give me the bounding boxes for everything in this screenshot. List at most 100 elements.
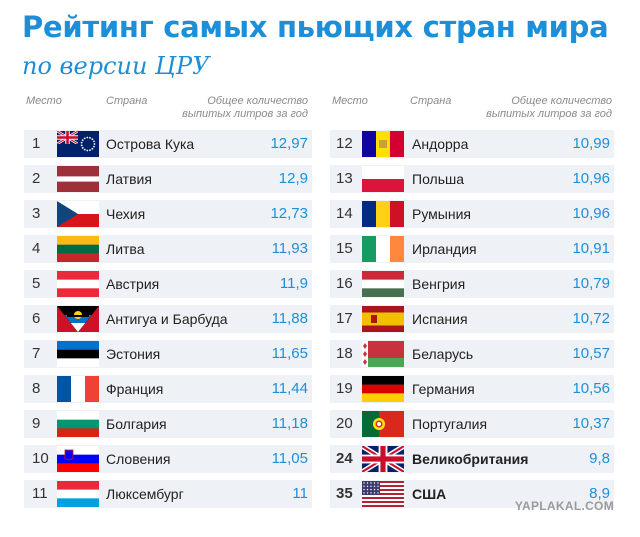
country-cell: Австрия (106, 276, 160, 292)
rank-cell: 12 (336, 135, 353, 152)
value-cell: 10,72 (572, 310, 610, 327)
value-cell: 10,96 (572, 205, 610, 222)
romania-flag-icon (362, 201, 404, 227)
united-kingdom-flag-icon (362, 446, 404, 472)
page-title: Рейтинг самых пьющих стран мира (22, 10, 609, 44)
value-cell: 12,9 (278, 170, 308, 187)
value-cell: 11,44 (271, 380, 308, 397)
value-cell: 11 (292, 485, 308, 502)
country-cell: Беларусь (412, 346, 474, 362)
slovenia-flag-icon (57, 446, 99, 472)
header-amount-line1: Общее количество (207, 95, 308, 107)
country-cell: Чехия (106, 206, 146, 222)
country-cell: Словения (106, 451, 171, 467)
header-amount-line2: выпитых литров за год (182, 108, 308, 120)
cook-islands-flag-icon (57, 131, 99, 157)
watermark: YAPLAKAL.COM (514, 499, 614, 513)
country-cell: Венгрия (412, 276, 466, 292)
rank-cell: 8 (32, 380, 41, 397)
header-amount-right: Общее количество выпитых литров за год (462, 95, 612, 121)
rank-cell: 13 (336, 170, 353, 187)
table-row: 4 Литва 11,93 (24, 235, 312, 263)
country-cell: Литва (106, 241, 145, 257)
table-row: 15 Ирландия 10,91 (330, 235, 614, 263)
country-cell: Великобритания (412, 451, 529, 467)
rank-cell: 20 (336, 415, 353, 432)
table-row: 17 Испания 10,72 (330, 305, 614, 333)
rank-cell: 24 (336, 450, 353, 467)
header-amount-left: Общее количество выпитых литров за год (160, 95, 308, 121)
rank-cell: 35 (336, 485, 353, 502)
latvia-flag-icon (57, 166, 99, 192)
antigua-barbuda-flag-icon (57, 306, 99, 332)
table-row: 3 Чехия 12,73 (24, 200, 312, 228)
country-cell: Острова Кука (106, 136, 195, 152)
value-cell: 11,93 (271, 240, 308, 257)
value-cell: 10,91 (572, 240, 610, 257)
table-row: 6 Антигуа и Барбуда 11,88 (24, 305, 312, 333)
country-cell: Андорра (412, 136, 469, 152)
header-amount-line2: выпитых литров за год (486, 108, 612, 120)
rank-cell: 16 (336, 275, 353, 292)
luxembourg-flag-icon (57, 481, 99, 507)
poland-flag-icon (362, 166, 404, 192)
table-row: 24 Великобритания 9,8 (330, 445, 614, 473)
value-cell: 10,37 (572, 415, 610, 432)
czech-flag-icon (57, 201, 99, 227)
value-cell: 10,99 (572, 135, 610, 152)
table-row: 35 США 8,9 (330, 480, 614, 508)
rank-cell: 15 (336, 240, 353, 257)
value-cell: 10,57 (572, 345, 610, 362)
rank-cell: 10 (32, 450, 49, 467)
value-cell: 12,73 (270, 205, 308, 222)
belarus-flag-icon (362, 341, 404, 367)
estonia-flag-icon (57, 341, 99, 367)
value-cell: 10,79 (572, 275, 610, 292)
value-cell: 10,56 (572, 380, 610, 397)
country-cell: Португалия (412, 416, 488, 432)
header-amount-line1: Общее количество (511, 95, 612, 107)
value-cell: 11,88 (271, 310, 308, 327)
country-cell: Польша (412, 171, 465, 187)
rank-cell: 18 (336, 345, 353, 362)
table-row: 11 Люксембург 11 (24, 480, 312, 508)
value-cell: 11,9 (279, 275, 308, 292)
austria-flag-icon (57, 271, 99, 297)
andorra-flag-icon (362, 131, 404, 157)
bulgaria-flag-icon (57, 411, 99, 437)
hungary-flag-icon (362, 271, 404, 297)
rank-cell: 9 (32, 415, 41, 432)
rank-cell: 4 (32, 240, 41, 257)
table-row: 12 Андорра 10,99 (330, 130, 614, 158)
page-subtitle: по версии ЦРУ (22, 52, 210, 80)
rank-cell: 3 (32, 205, 41, 222)
ireland-flag-icon (362, 236, 404, 262)
table-row: 18 Беларусь 10,57 (330, 340, 614, 368)
value-cell: 11,65 (271, 345, 308, 362)
country-cell: Антигуа и Барбуда (106, 311, 228, 327)
country-cell: Болгария (106, 416, 167, 432)
rank-cell: 2 (32, 170, 41, 187)
rank-cell: 14 (336, 205, 353, 222)
table-row: 2 Латвия 12,9 (24, 165, 312, 193)
country-cell: Франция (106, 381, 164, 397)
spain-flag-icon (362, 306, 404, 332)
rank-cell: 17 (336, 310, 353, 327)
usa-flag-icon (362, 481, 404, 507)
value-cell: 12,97 (270, 135, 308, 152)
header-country-left: Страна (106, 95, 148, 107)
table-row: 7 Эстония 11,65 (24, 340, 312, 368)
table-row: 8 Франция 11,44 (24, 375, 312, 403)
table-row: 1 Острова Кука 12,97 (24, 130, 312, 158)
table-row: 14 Румыния 10,96 (330, 200, 614, 228)
country-cell: Румыния (412, 206, 472, 222)
germany-flag-icon (362, 376, 404, 402)
table-row: 9 Болгария 11,18 (24, 410, 312, 438)
table-row: 19 Германия 10,56 (330, 375, 614, 403)
country-cell: Эстония (106, 346, 161, 362)
value-cell: 9,8 (589, 450, 610, 467)
rank-cell: 7 (32, 345, 41, 362)
rank-cell: 11 (32, 485, 48, 502)
value-cell: 11,05 (271, 450, 308, 467)
header-rank-right: Место (332, 95, 368, 107)
